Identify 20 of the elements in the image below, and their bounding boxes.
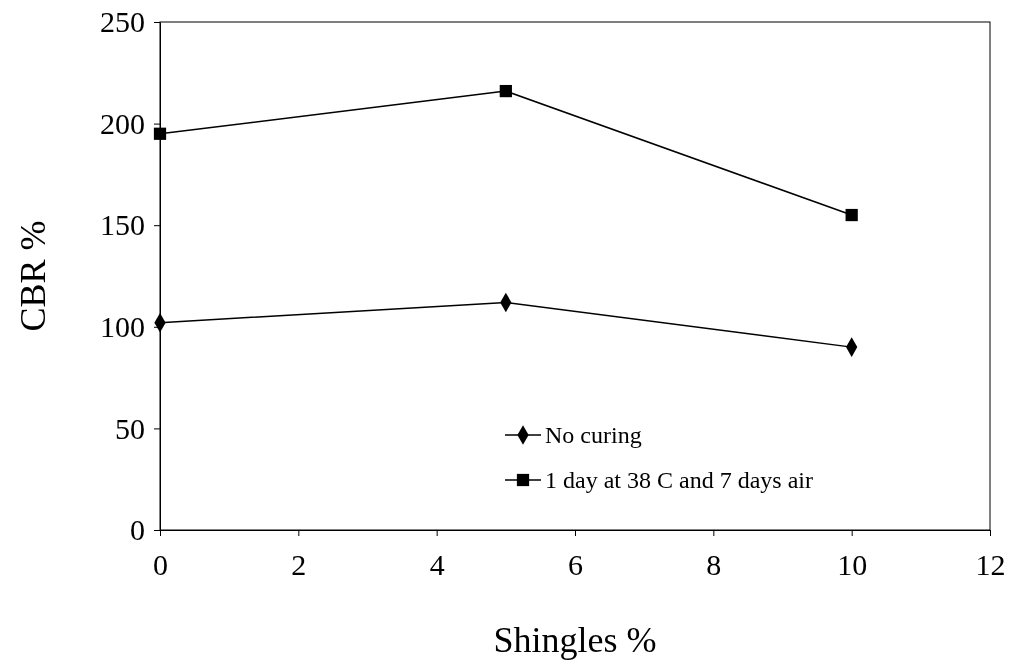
y-tick-label: 200 [100,106,145,140]
y-tick-label: 50 [115,411,145,445]
point [845,208,858,222]
legend-label: No curing [545,422,642,448]
y-tick-label: 0 [130,513,145,547]
x-tick-label: 4 [429,548,445,581]
x-tick-label: 2 [291,548,307,581]
point [499,84,512,98]
x-tick-label: 10 [837,548,868,581]
point [153,127,167,140]
legend-label: 1 day at 38 C and 7 days air [545,467,813,493]
x-tick-label: 12 [975,548,1006,581]
x-tick-label: 6 [568,548,583,581]
y-axis-title: CBR % [13,220,53,332]
y-tick-label: 100 [100,309,145,343]
x-tick-label: 8 [706,548,722,581]
x-axis-title: Shingles % [493,620,657,660]
x-tick-label: 0 [153,548,168,581]
y-tick-label: 250 [100,5,145,39]
y-tick-label: 150 [100,208,145,242]
